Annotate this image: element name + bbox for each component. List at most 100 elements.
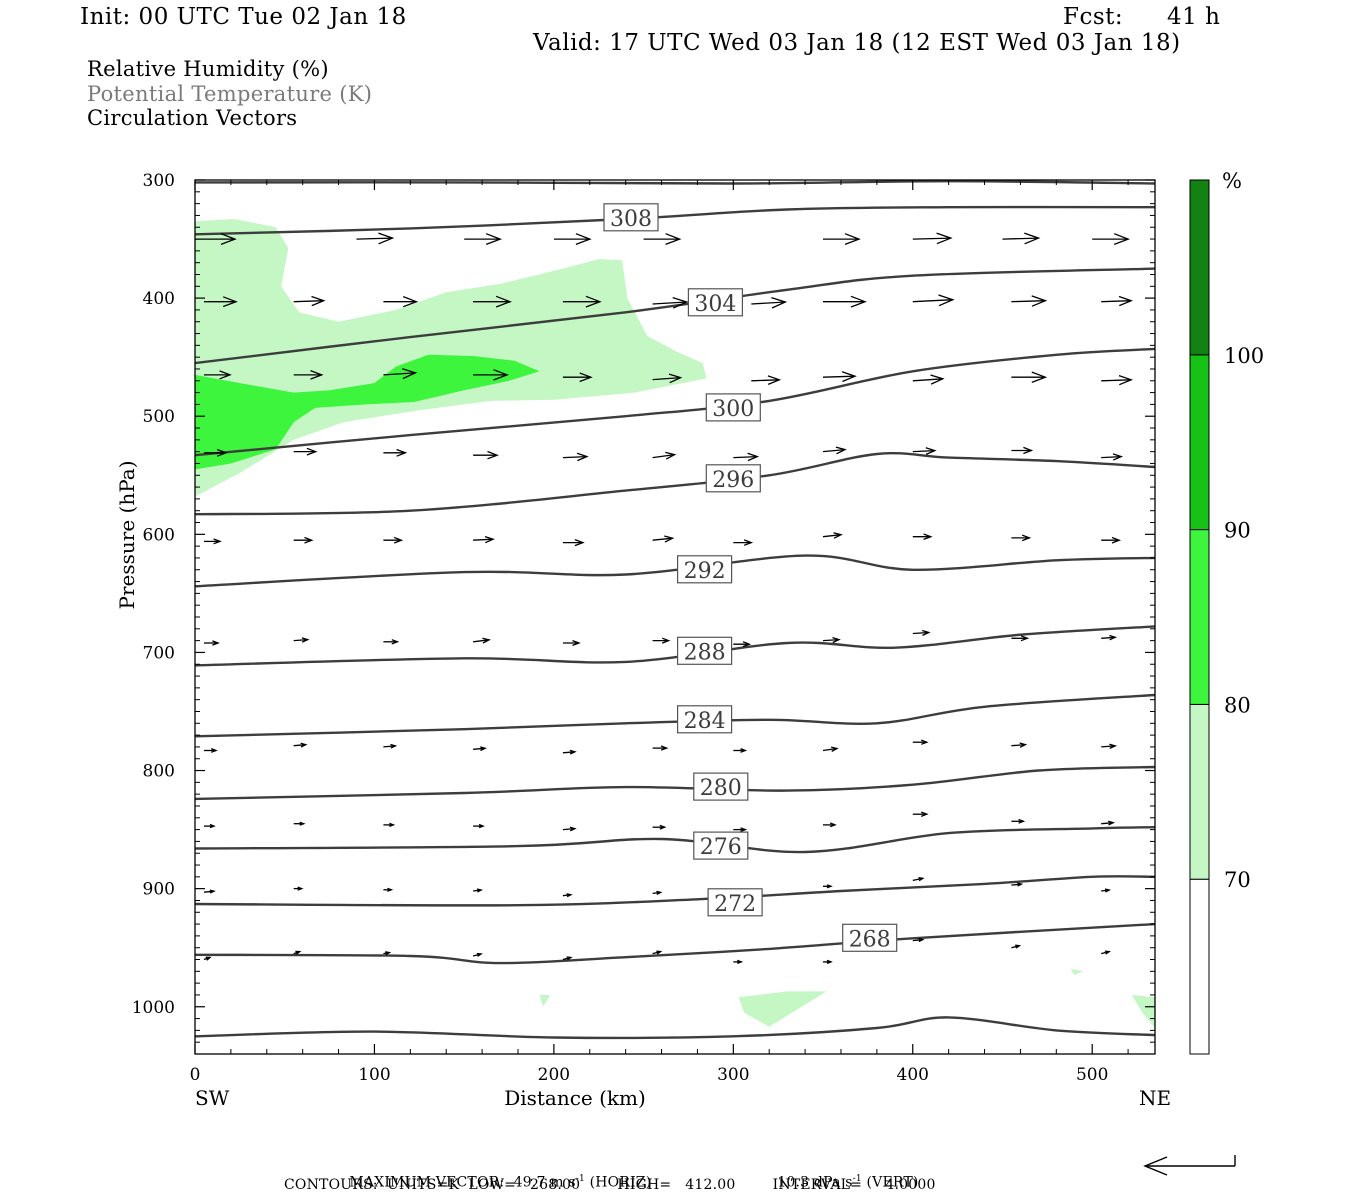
vector-head: [389, 822, 396, 828]
vector-head: [575, 233, 592, 246]
circulation-vector: [733, 959, 744, 965]
vector-shaft: [751, 379, 780, 382]
vector-head: [826, 884, 833, 889]
circulation-vector: [383, 887, 394, 892]
theta-contour-280: [195, 765, 1155, 801]
vector-head: [1021, 534, 1032, 542]
vector-head: [390, 743, 398, 749]
circulation-vector: [204, 448, 228, 457]
circulation-vector: [383, 822, 396, 828]
vector-head: [576, 452, 589, 462]
vector-shaft: [1011, 300, 1046, 303]
vector-shaft: [293, 744, 306, 747]
vector-head: [385, 951, 392, 956]
circulation-vector: [204, 538, 222, 545]
circulation-vector: [293, 295, 326, 307]
legend-potential-temperature: Potential Temperature (K): [87, 82, 373, 106]
vector-head: [205, 956, 212, 961]
vector-head: [304, 536, 314, 544]
vector-shaft: [356, 237, 393, 240]
circulation-vector: [473, 746, 487, 752]
vector-shaft: [652, 376, 681, 381]
circulation-vector: [652, 890, 663, 895]
circulation-vector: [203, 889, 216, 894]
vector-head: [310, 369, 324, 380]
vector-shaft: [473, 538, 494, 541]
vertical-tag: (VERT): [866, 1174, 919, 1191]
circulation-vector: [1101, 295, 1134, 307]
x-axis-label: Distance (km): [504, 1086, 646, 1110]
colorbar-segment: [1189, 529, 1210, 705]
circulation-vector: [912, 629, 931, 636]
theta-contour-296: [195, 451, 1155, 516]
vector-shaft: [1101, 745, 1116, 748]
vector-head: [832, 636, 841, 644]
vector-shaft: [1101, 636, 1116, 639]
circulation-vector: [1101, 634, 1118, 641]
vector-head: [660, 745, 669, 751]
maximum-vector-line: MAXIMUM VECTOR: 49.7 m s-1 (HORIZ): [340, 1158, 651, 1191]
vector-head: [572, 639, 581, 647]
vector-head: [220, 233, 237, 246]
circulation-vector: [652, 451, 677, 460]
vector-shaft: [383, 372, 416, 376]
contour-info: CONTOURS: UNITS=K LOW= 268.00 HIGH= 412.…: [284, 1177, 936, 1193]
vector-head: [771, 296, 788, 309]
vector-shaft: [1101, 822, 1114, 825]
vector-head: [920, 811, 929, 818]
vector-head: [1104, 888, 1112, 893]
vector-head: [665, 233, 682, 246]
vector-head: [918, 877, 925, 882]
vector-head: [393, 536, 404, 544]
vector-head: [659, 824, 667, 830]
contour-labels: 308 304 300 296 292 288 284 280 276 272 268: [603, 203, 898, 952]
vector-shaft: [912, 449, 935, 453]
contour-label-text: 288: [684, 640, 726, 665]
circulation-vector: [1101, 820, 1116, 826]
vector-head: [841, 371, 857, 383]
vector-head: [219, 370, 232, 380]
circulation-vector: [733, 827, 748, 833]
vector-head: [210, 747, 218, 753]
vector-head: [740, 747, 748, 753]
vector-head: [478, 823, 485, 829]
x-tick-label: 400: [897, 1065, 929, 1085]
vector-head: [661, 637, 671, 644]
circulation-vector: [204, 823, 216, 829]
vector-shaft: [562, 827, 575, 831]
circulation-vector: [822, 371, 857, 383]
vector-head: [1108, 820, 1116, 826]
circulation-vector: [912, 877, 925, 882]
vector-head: [743, 539, 754, 546]
vector-head: [833, 532, 843, 539]
circulation-vector: [1011, 446, 1034, 455]
circulation-vector: [1101, 374, 1134, 386]
circulation-vector: [473, 295, 512, 308]
y-tick-label: 800: [143, 762, 175, 782]
contour-label-268: 268: [842, 923, 898, 952]
vector-head: [487, 450, 499, 460]
contour-label-text: 280: [700, 776, 742, 801]
circulation-vector: [473, 637, 491, 644]
vector-shaft: [562, 455, 587, 459]
circulation-vector: [733, 747, 748, 753]
vector-head: [493, 369, 509, 381]
vector-head: [930, 374, 945, 385]
vector-shaft: [562, 751, 575, 754]
circulation-vector: [562, 452, 589, 462]
contour-label-text: 300: [712, 397, 754, 422]
circulation-vector: [822, 446, 847, 455]
contour-label-box: [842, 923, 898, 952]
circulation-vector: [562, 639, 581, 647]
contour-label-272: 272: [707, 888, 763, 917]
vector-head: [484, 535, 495, 544]
circulation-vector: [204, 370, 232, 380]
vector-head: [656, 950, 663, 955]
vector-head: [918, 937, 925, 943]
vector-shaft: [1011, 744, 1026, 747]
circulation-vector: [293, 886, 304, 891]
vector-shaft: [1101, 455, 1122, 459]
forecast-label: Fcst:: [1063, 4, 1124, 30]
contour-label-box: [603, 203, 659, 232]
